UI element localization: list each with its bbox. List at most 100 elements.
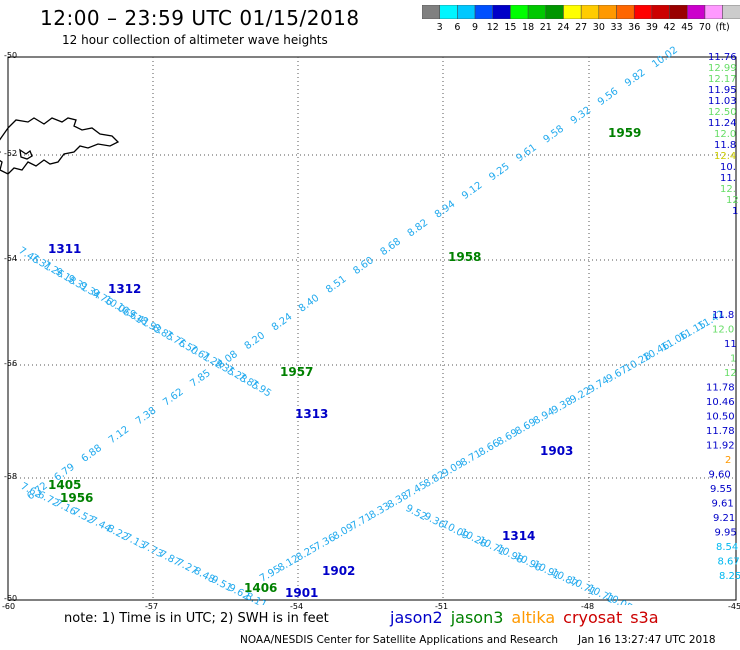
longitude-tick-label: -57	[145, 602, 159, 611]
pass-number-label: 1903	[540, 444, 573, 458]
color-swatch	[722, 5, 740, 19]
wave-height-label: 9.12	[460, 180, 484, 202]
edge-value-label: 12.0	[712, 325, 734, 336]
edge-value-label: 11.	[720, 173, 736, 184]
edge-value-label: 11.76	[708, 52, 737, 63]
wave-height-label: 8.94	[433, 199, 457, 221]
wave-height-map: 10.029.829.569.329.589.619.259.128.948.8…	[0, 45, 740, 605]
latitude-tick-label: -50	[4, 51, 18, 60]
map-frame	[7, 56, 737, 601]
edge-value-label: 11.8	[712, 310, 734, 321]
pass-number-label: 1956	[60, 491, 93, 505]
edge-value-label: 11.8	[714, 140, 736, 151]
page-subtitle: 12 hour collection of altimeter wave hei…	[62, 33, 328, 47]
latitude-tick-label: -60	[4, 594, 18, 603]
color-scale-labels: 3 6 9 12 15 18 21 24 27 30 33 36 39 42 45 70 (ft)	[422, 22, 740, 36]
wave-height-label: 7.85	[188, 368, 212, 390]
wave-height-label: 9.25	[487, 161, 511, 183]
color-scale-label: 42	[663, 22, 676, 33]
longitude-tick-label: -54	[290, 602, 304, 611]
pass-number-label: 1406	[244, 581, 277, 595]
edge-value-label: 1	[732, 206, 738, 217]
generated-timestamp: Jan 16 13:27:47 UTC 2018	[578, 634, 716, 646]
color-scale-bar	[422, 5, 740, 19]
edge-value-label: 9.21	[713, 513, 735, 524]
wave-height-label: 8.68	[379, 236, 403, 258]
wave-height-label: 9.56	[596, 86, 620, 108]
edge-value-label: 11.78	[706, 426, 735, 437]
latitude-tick-label: -56	[4, 359, 18, 368]
color-scale-label: 33	[610, 22, 623, 33]
wave-height-label: 9.82	[623, 67, 647, 89]
pass-number-label: 1958	[448, 250, 481, 264]
edge-value-label: 9.61	[712, 499, 734, 510]
longitude-tick-label: -51	[435, 602, 449, 611]
pass-number-label: 1957	[280, 365, 313, 379]
color-scale-label: 21	[539, 22, 552, 33]
wave-height-label: 8.82	[406, 217, 430, 239]
edge-value-label: 9.55	[710, 484, 732, 495]
edge-value-label: 11	[724, 339, 737, 350]
wave-height-label: 8.24	[270, 311, 294, 333]
edge-value-label: 12	[726, 195, 739, 206]
wave-height-label: 6.88	[80, 443, 104, 465]
longitude-tick-label: -48	[581, 602, 595, 611]
edge-value-label: 11.24	[708, 118, 737, 129]
edge-value-label: 11.03	[708, 96, 737, 107]
pass-number-label: 1405	[48, 478, 81, 492]
color-scale-label: 30	[592, 22, 605, 33]
color-scale-label: 36	[628, 22, 641, 33]
color-scale-label: 18	[522, 22, 535, 33]
edge-value-label: 12.17	[708, 74, 737, 85]
latitude-tick-label: -54	[4, 254, 18, 263]
edge-value-label: 12.4	[714, 151, 736, 162]
credit-line: NOAA/NESDIS Center for Satellite Applica…	[240, 634, 558, 646]
edge-value-label: 11.95	[708, 85, 737, 96]
edge-value-label: 8.67	[718, 557, 740, 568]
pass-number-label: 1959	[608, 126, 641, 140]
map-grid	[7, 56, 737, 601]
wave-height-label: 8.60	[351, 255, 375, 277]
color-scale-label: 15	[504, 22, 517, 33]
edge-value-label: 12.50	[708, 107, 737, 118]
wave-height-label: 8.40	[297, 293, 321, 315]
falkland-islands-coastline	[0, 117, 120, 175]
edge-value-label: 9.60	[709, 470, 731, 481]
wave-height-label: 7.12	[107, 424, 131, 446]
color-scale-label: 24	[557, 22, 570, 33]
wave-height-label: 9.58	[542, 124, 566, 146]
edge-value-label: 12.99	[708, 63, 737, 74]
page-title: 12:00 – 23:59 UTC 01/15/2018	[40, 6, 360, 30]
wave-height-label: 8.51	[324, 274, 348, 296]
wave-height-label: 7.95	[248, 378, 273, 399]
color-scale-label: 70	[698, 22, 711, 33]
satellite-legend-item: altika	[511, 608, 556, 627]
wave-height-label: 7.62	[161, 387, 185, 409]
color-scale-label: 27	[575, 22, 588, 33]
edge-value-label: 12	[724, 368, 737, 379]
pass-number-label: 1311	[48, 242, 81, 256]
satellite-legend-item: jason2	[390, 608, 443, 627]
color-scale-label: 39	[645, 22, 658, 33]
pass-number-label: 1313	[295, 407, 328, 421]
longitude-tick-label: -60	[2, 602, 16, 611]
wave-height-label: 10.05	[604, 591, 634, 605]
pass-number-label: 1902	[322, 564, 355, 578]
footer-note: note: 1) Time is in UTC; 2) SWH is in fe…	[64, 611, 329, 626]
edge-value-label: 10.46	[706, 397, 735, 408]
latitude-tick-label: -58	[4, 472, 18, 481]
color-scale-label: 6	[454, 22, 461, 33]
wave-height-label: 9.61	[514, 142, 538, 164]
latitude-tick-label: -52	[4, 149, 18, 158]
edge-value-label: 12.	[720, 184, 736, 195]
color-scale-label: (ft)	[715, 22, 730, 33]
longitude-tick-label: -45	[728, 602, 740, 611]
edge-value-label: 10.	[720, 162, 736, 173]
edge-value-label: 2	[725, 455, 731, 466]
satellite-legend-item: cryosat	[563, 608, 623, 627]
satellite-legend-item: s3a	[630, 608, 659, 627]
satellite-legend: jason2 jason3 altika cryosat s3a	[390, 608, 667, 627]
color-scale-label: 3	[436, 22, 443, 33]
satellite-legend-item: jason3	[450, 608, 504, 627]
